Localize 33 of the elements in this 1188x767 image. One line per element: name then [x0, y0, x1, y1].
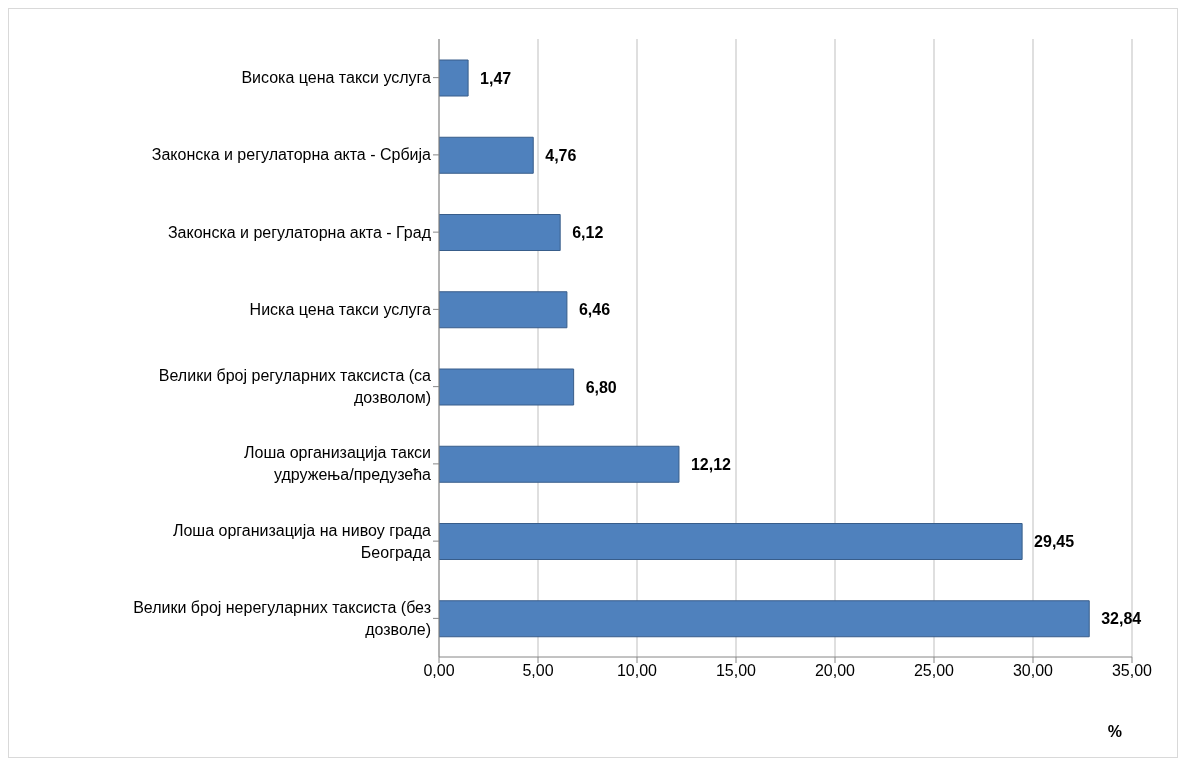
data-label: 6,46 [578, 301, 611, 319]
data-label: 12,12 [690, 455, 732, 473]
y-tick-label: Законска и регулаторна акта - Град [167, 223, 432, 241]
y-tick-label: Лоша организација на нивоу града Београда [172, 521, 432, 561]
x-tick-label: 5,00 [522, 662, 554, 680]
data-label: 29,45 [1034, 533, 1075, 551]
x-axis-title: % [1107, 723, 1122, 740]
y-tick-label: Законска и регулаторна акта - Србија [151, 146, 432, 164]
bar [439, 291, 568, 329]
x-tick-label: 15,00 [715, 662, 757, 680]
y-tick-label: Велики број нерегуларних таксиста (без дозволе) [133, 598, 431, 638]
x-tick-label: 30,00 [1012, 662, 1054, 680]
x-tick-label: 25,00 [913, 662, 955, 680]
data-label: 6,80 [585, 378, 617, 396]
bar [439, 214, 561, 251]
data-label: 4,76 [545, 146, 577, 164]
bar [439, 445, 680, 483]
bar [439, 59, 469, 97]
x-tick-label: 20,00 [814, 662, 856, 680]
y-tick-label: Висока цена такси услуга [241, 69, 432, 87]
y-tick-label: Лоша организација такси удружења/предузећа [244, 444, 432, 484]
bar [439, 600, 1090, 638]
bar [439, 523, 1023, 560]
data-label: 32,84 [1101, 610, 1142, 628]
y-tick-label: Ниска цена такси услуга [249, 300, 432, 318]
x-tick-label: 0,00 [423, 662, 455, 680]
bar [439, 136, 534, 174]
x-tick-label: 10,00 [616, 662, 658, 680]
bar [439, 368, 575, 406]
data-label: 6,12 [572, 224, 604, 242]
data-label: 1,47 [480, 69, 512, 87]
y-tick-label: Велики број регуларних таксиста (са дозволом) [158, 367, 432, 407]
x-tick-label: 35,00 [1111, 662, 1153, 680]
